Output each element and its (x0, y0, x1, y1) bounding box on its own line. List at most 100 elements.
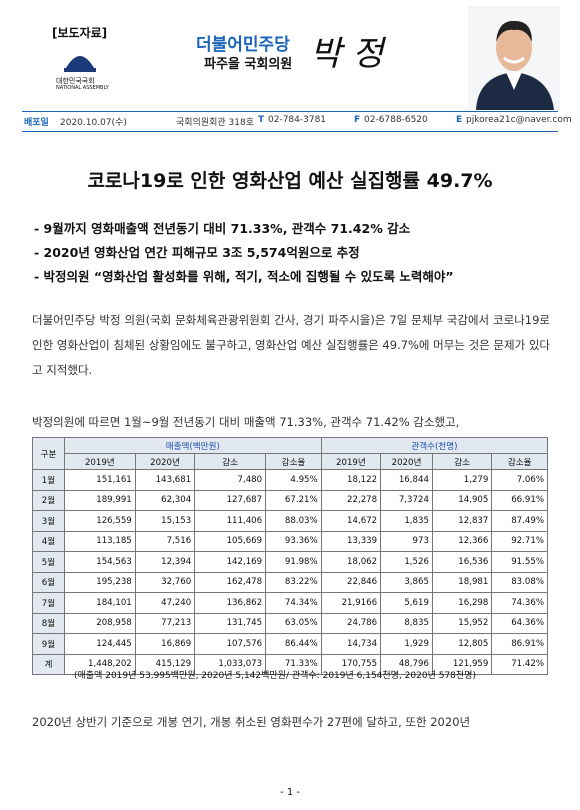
table-cell: 21,9166 (320, 592, 382, 614)
fax-label: F (354, 115, 361, 125)
table-cell: 162,478 (194, 571, 267, 593)
table-cell: 107,576 (194, 633, 267, 655)
table-cell: 83.08% (491, 571, 548, 593)
rule (22, 131, 558, 132)
date: 2020.10.07(수) (60, 118, 127, 128)
table-cell: 12,366 (431, 530, 493, 552)
table-cell: 12,805 (431, 633, 493, 655)
table-cell: 7,480 (194, 469, 267, 491)
row-header: 8월 (32, 612, 65, 634)
table-cell: 15,153 (134, 510, 196, 532)
table-cell: 189,991 (63, 489, 136, 511)
table-cell: 83.22% (265, 571, 322, 593)
table-cell: 1,835 (380, 510, 433, 532)
column-header: 2019년 (320, 453, 382, 470)
table-cell: 127,687 (194, 489, 267, 511)
table-cell: 973 (380, 530, 433, 552)
table-cell: 1,279 (431, 469, 493, 491)
email: pjkorea21c@naver.com (466, 115, 572, 125)
table-cell: 91.98% (265, 551, 322, 573)
bullet: - 박정의원 “영화산업 활성화를 위해, 적기, 적소에 집행될 수 있도록 … (34, 269, 454, 284)
row-header: 2월 (32, 489, 65, 511)
table-cell: 16,869 (134, 633, 196, 655)
table-cell: 86.91% (491, 633, 548, 655)
table-cell: 5,619 (380, 592, 433, 614)
column-header: 2020년 (380, 453, 433, 470)
paragraph: 박정의원에 따르면 1월~9월 전년동기 대비 매출액 71.33%, 관객수 … (32, 415, 460, 429)
table-cell: 4.95% (265, 469, 322, 491)
column-header: 감소율 (265, 453, 322, 470)
table-cell: 154,563 (63, 551, 136, 573)
table-cell: 64.36% (491, 612, 548, 634)
assembly-ko: 대한민국국회 (56, 77, 95, 85)
column-header: 감소 (431, 453, 493, 470)
table-cell: 136,862 (194, 592, 267, 614)
title: 코로나19로 인한 영화산업 예산 실집행률 49.7% (87, 170, 493, 192)
table-cell: 1,929 (380, 633, 433, 655)
table-cell: 142,169 (194, 551, 267, 573)
data-table: 구분 매출액(백만원) 관객수(천명) 2019년 2020년 감소 감소율 2019년 202… (32, 437, 549, 675)
table-cell: 48,796 (380, 653, 433, 675)
row-header: 7월 (32, 592, 65, 614)
table-cell: 143,681 (134, 469, 196, 491)
rule (22, 111, 558, 112)
group-header: 관객수(천명) (320, 437, 549, 454)
table-cell: 22,846 (320, 571, 382, 593)
assembly-emblem (64, 56, 96, 72)
table-note: (매출액 2019년 53,995백만원, 2020년 5,142백만원/ 관객… (74, 671, 476, 681)
row-header: 9월 (32, 633, 65, 655)
bullet: - 9월까지 영화매출액 전년동기 대비 71.33%, 관객수 71.42% … (34, 221, 411, 236)
portrait (468, 6, 560, 110)
page-number: - 1 - (280, 787, 300, 798)
table-cell: 87.49% (491, 510, 548, 532)
row-header: 계 (32, 653, 65, 675)
table-cell: 126,559 (63, 510, 136, 532)
table-cell: 14,905 (431, 489, 493, 511)
row-header: 5월 (32, 551, 65, 573)
table-cell: 111,406 (194, 510, 267, 532)
table-cell: 92.71% (491, 530, 548, 552)
table-cell: 14,672 (320, 510, 382, 532)
table-cell: 184,101 (63, 592, 136, 614)
row-header: 1월 (32, 469, 65, 491)
table-cell: 170,755 (320, 653, 382, 675)
table-cell: 105,669 (194, 530, 267, 552)
table-cell: 7,3724 (380, 489, 433, 511)
table-cell: 77,213 (134, 612, 196, 634)
table-cell: 12,394 (134, 551, 196, 573)
table-cell: 16,844 (380, 469, 433, 491)
bullet: - 2020년 영화산업 연간 피해규모 3조 5,574억원으로 추정 (34, 245, 360, 260)
fax: 02-6788-6520 (364, 115, 428, 125)
table-cell: 3,865 (380, 571, 433, 593)
tel-label: T (258, 115, 265, 125)
table-cell: 24,786 (320, 612, 382, 634)
table-cell: 18,981 (431, 571, 493, 593)
table-cell: 32,760 (134, 571, 196, 593)
tel: 02-784-3781 (268, 115, 327, 125)
table-cell: 195,238 (63, 571, 136, 593)
table-cell: 93.36% (265, 530, 322, 552)
table-cell: 71.33% (265, 653, 322, 675)
table-cell: 74.34% (265, 592, 322, 614)
row-header: 4월 (32, 530, 65, 552)
table-cell: 7.06% (491, 469, 548, 491)
date-label: 배포일 (24, 118, 49, 128)
table-cell: 86.44% (265, 633, 322, 655)
table-cell: 16,536 (431, 551, 493, 573)
table-cell: 66.91% (491, 489, 548, 511)
column-header: 2019년 (63, 453, 136, 470)
table-cell: 16,298 (431, 592, 493, 614)
group-header: 매출액(백만원) (63, 437, 322, 454)
table-cell: 67.21% (265, 489, 322, 511)
table-cell: 13,339 (320, 530, 382, 552)
column-header: 감소 (194, 453, 267, 470)
table-cell: 91.55% (491, 551, 548, 573)
assembly-en: NATIONAL ASSEMBLY (56, 85, 109, 91)
position: 파주을 국회의원 (204, 57, 293, 72)
table-cell: 415,129 (134, 653, 196, 675)
table-cell: 7,516 (134, 530, 196, 552)
table-cell: 62,304 (134, 489, 196, 511)
table-cell: 22,278 (320, 489, 382, 511)
paragraph: 더불어민주당 박정 의원(국회 문화체육관광위원회 간사, 경기 파주시을)은 … (32, 313, 550, 377)
